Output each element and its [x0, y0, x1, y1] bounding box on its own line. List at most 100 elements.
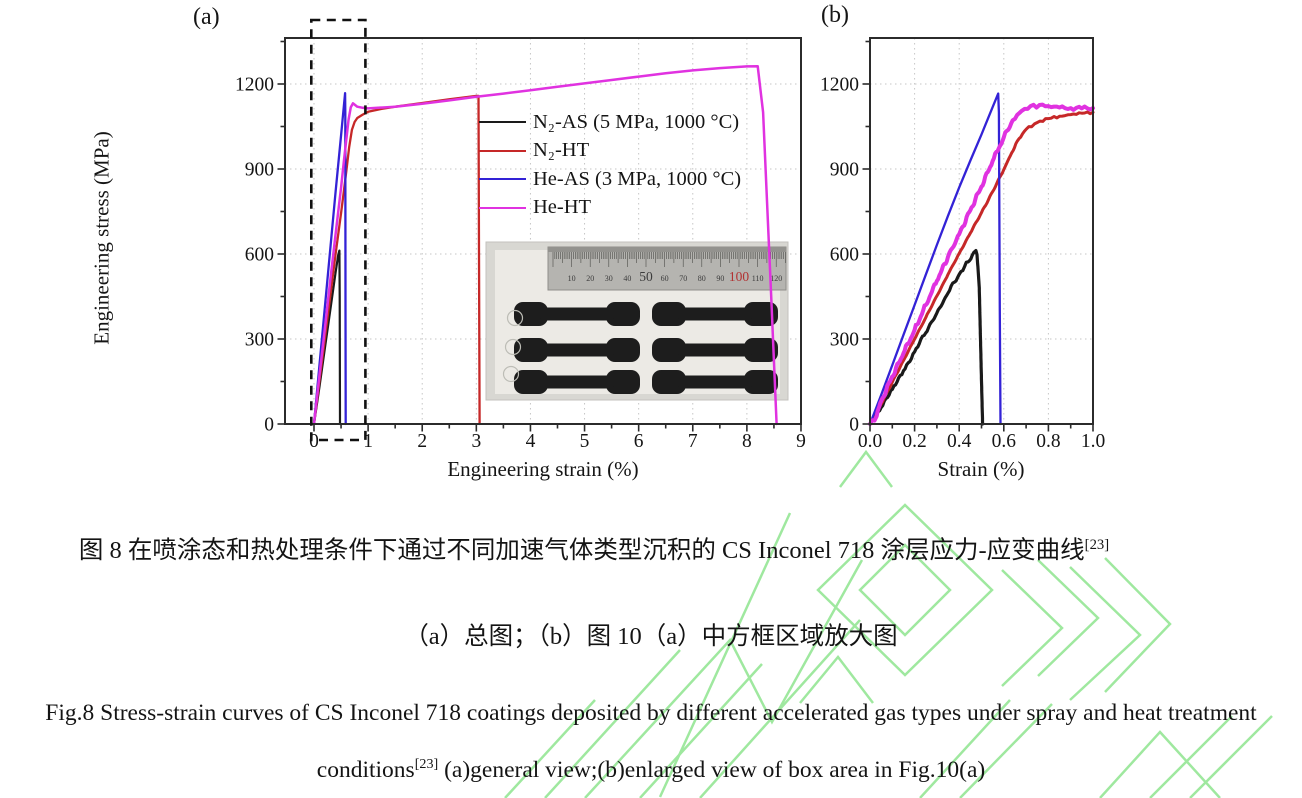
- specimen-head: [514, 370, 548, 394]
- specimen-head: [606, 338, 640, 362]
- axes-frame: [284, 37, 802, 425]
- caption-english-line1-text: Fig.8 Stress-strain curves of CS Inconel…: [45, 700, 1257, 726]
- plot-a-legend: N₂-AS (5 MPa, 1000 °C) N₂-HT He-AS (3 MPa,…: [479, 108, 741, 222]
- specimen-head: [514, 338, 548, 362]
- specimen-id-stamp: [504, 338, 522, 356]
- specimen-gauge: [678, 343, 752, 357]
- x-tick-label: 0.8: [1036, 431, 1060, 452]
- x-tick-label: 0: [309, 431, 319, 452]
- tensile-specimen: [652, 302, 778, 326]
- ruler-number: 90: [716, 274, 724, 283]
- x-tick-label: 1: [363, 431, 373, 452]
- panel-b-label: (b): [821, 2, 849, 28]
- tensile-specimen: [514, 302, 640, 326]
- plot-b: 0.0 0.2 0.4 0.6 0.8 1.0 0 300 600 900 1200: [820, 37, 1105, 452]
- legend-line-sample: [479, 206, 526, 209]
- watermark-pattern: [504, 449, 1273, 798]
- specimen-gauge: [540, 343, 614, 357]
- y-tick-label: 0: [264, 415, 274, 436]
- x-tick-label: 2: [417, 431, 427, 452]
- ruler-number: 70: [679, 274, 687, 283]
- specimen-head: [652, 338, 686, 362]
- plot-a: 10 20 30 40 50 60 70 80 90 100 110 1200 1 2 3 4 5 6 7 8 9030…: [235, 18, 806, 452]
- x-tick-label: 4: [526, 431, 536, 452]
- ruler-number: 120: [770, 274, 782, 283]
- specimen-gauge: [678, 375, 752, 389]
- x-tick-label: 6: [634, 431, 644, 452]
- ruler-number: 30: [605, 274, 613, 283]
- caption-chinese-line1-text: 图 8 在喷涂态和热处理条件下通过不同加速气体类型沉积的 CS Inconel …: [78, 537, 1085, 564]
- curve-n2-ht: [868, 110, 1095, 426]
- x-tick-label: 0.6: [992, 431, 1017, 452]
- legend-label: He-AS (3 MPa, 1000 °C): [533, 167, 742, 190]
- caption-english-line1: Fig.8 Stress-strain curves of CS Inconel…: [0, 700, 1302, 727]
- plot-a-frame: [284, 37, 802, 425]
- panel-a-label: (a): [193, 4, 220, 30]
- curve-he-as: [312, 91, 347, 426]
- specimen-gauge: [678, 307, 752, 321]
- caption-english-line2-pre: conditions: [316, 756, 415, 783]
- x-tick-label: 1.0: [1081, 431, 1105, 452]
- plot-a-curves: [312, 64, 778, 426]
- legend-line-sample: [479, 121, 526, 124]
- ruler-number: 100: [729, 269, 750, 284]
- ruler-number: 110: [752, 274, 764, 283]
- caption-chinese-line2-text: （a）总图；（b）图 10（a）中方框区域放大图: [404, 623, 898, 650]
- ruler-number: 40: [623, 274, 631, 283]
- y-tick-label: 900: [830, 160, 859, 181]
- y-tick-label: 300: [830, 330, 859, 351]
- legend-item-n2-as: N₂-AS (5 MPa, 1000 °C): [479, 108, 741, 137]
- specimen-gauge: [540, 375, 614, 389]
- y-tick-label: 1200: [235, 75, 274, 96]
- zoom-region-dashed-box: [309, 18, 367, 442]
- specimen-gauge: [540, 307, 614, 321]
- x-tick-label: 7: [688, 431, 698, 452]
- specimen-head: [606, 370, 640, 394]
- y-tick-label: 1200: [820, 75, 859, 96]
- legend-line-sample: [479, 178, 526, 181]
- tensile-specimen: [514, 338, 640, 362]
- specimen-photo: 10 20 30 40 50 60 70 80 90 100 110 120: [485, 241, 789, 401]
- caption-chinese-line1: 图 8 在喷涂态和热处理条件下通过不同加速气体类型沉积的 CS Inconel …: [0, 531, 1188, 566]
- ruler-number: 50: [639, 269, 653, 284]
- y-tick-label: 900: [245, 160, 274, 181]
- x-tick-label: 8: [742, 431, 752, 452]
- specimen-head: [652, 370, 686, 394]
- x-tick-label: 9: [796, 431, 806, 452]
- plot-b-ticks: [862, 40, 1094, 432]
- specimen-id-stamp: [506, 309, 524, 327]
- ruler-number: 10: [568, 274, 576, 283]
- x-tick-label: 0.4: [947, 431, 972, 452]
- ruler-edge: [548, 247, 786, 252]
- y-tick-label: 300: [245, 330, 274, 351]
- curve-he-ht: [868, 102, 1095, 426]
- legend-line-sample: [479, 149, 526, 152]
- caption-chinese-line2: （a）总图；（b）图 10（a）中方框区域放大图: [0, 617, 1302, 652]
- tensile-specimen: [514, 370, 640, 394]
- legend-item-he-ht: He-HT: [479, 194, 741, 223]
- curve-n2-as: [868, 249, 985, 426]
- caption-reference-superscript: [23]: [414, 756, 439, 772]
- curve-he-ht: [312, 64, 778, 426]
- legend-item-n2-ht: N₂-HT: [479, 137, 741, 166]
- ruler-number: 20: [586, 274, 594, 283]
- y-tick-label: 600: [245, 245, 274, 266]
- specimen-head: [744, 302, 778, 326]
- x-tick-label: 0.0: [858, 431, 882, 452]
- plot-a-y-axis-title: Engineering stress (MPa): [89, 131, 114, 345]
- specimen-head: [744, 338, 778, 362]
- caption-reference-superscript: [23]: [1084, 536, 1110, 553]
- y-tick-label: 0: [849, 415, 859, 436]
- plot-a-ticks: [277, 40, 802, 432]
- specimen-head: [652, 302, 686, 326]
- tensile-specimen: [652, 370, 778, 394]
- specimen-head: [606, 302, 640, 326]
- specimen-id-stamp: [502, 365, 520, 383]
- plot-b-curves: [868, 92, 1095, 426]
- y-tick-label: 600: [830, 245, 859, 266]
- specimen-head: [744, 370, 778, 394]
- curve-he-as: [868, 92, 1002, 426]
- legend-item-he-as: He-AS (3 MPa, 1000 °C): [479, 165, 741, 194]
